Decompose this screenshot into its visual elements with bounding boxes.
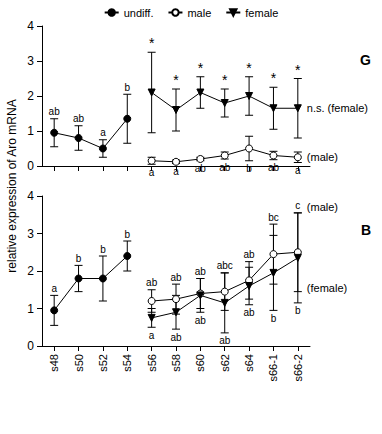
svg-text:1: 1 <box>27 302 34 316</box>
svg-text:abc: abc <box>217 260 233 271</box>
svg-text:a: a <box>51 283 57 294</box>
svg-text:a: a <box>149 330 155 341</box>
svg-text:ab: ab <box>195 266 207 277</box>
svg-text:b: b <box>271 313 277 324</box>
svg-text:s60: s60 <box>194 354 206 372</box>
svg-text:s66-2: s66-2 <box>292 354 304 382</box>
svg-text:ab: ab <box>49 106 61 117</box>
svg-text:*: * <box>295 62 301 78</box>
svg-text:undiff.: undiff. <box>124 7 154 19</box>
svg-text:a: a <box>173 166 179 177</box>
svg-text:ab: ab <box>219 335 231 346</box>
svg-text:(male): (male) <box>307 201 338 213</box>
svg-text:2: 2 <box>27 264 34 278</box>
svg-text:s52: s52 <box>97 354 109 372</box>
svg-text:ab: ab <box>170 332 182 343</box>
svg-text:a: a <box>149 167 155 178</box>
svg-text:n.s. (female): n.s. (female) <box>307 102 368 114</box>
svg-text:b: b <box>76 253 82 264</box>
svg-text:b: b <box>124 82 130 93</box>
svg-text:s66-1: s66-1 <box>267 354 279 382</box>
svg-text:2: 2 <box>27 89 34 103</box>
svg-text:ab: ab <box>268 162 280 173</box>
svg-text:G: G <box>360 52 371 68</box>
svg-text:b: b <box>246 163 252 174</box>
svg-text:a: a <box>100 127 106 138</box>
svg-text:3: 3 <box>27 54 34 68</box>
svg-text:*: * <box>271 70 277 86</box>
svg-text:c: c <box>295 200 300 211</box>
svg-text:s58: s58 <box>170 354 182 372</box>
svg-text:b: b <box>295 305 301 316</box>
svg-text:ab: ab <box>195 163 207 174</box>
svg-text:(female): (female) <box>307 282 347 294</box>
svg-text:ab: ab <box>73 113 85 124</box>
svg-text:0: 0 <box>27 159 34 173</box>
svg-text:ab: ab <box>244 249 256 260</box>
svg-text:female: female <box>245 7 278 19</box>
svg-text:*: * <box>149 35 155 51</box>
svg-text:ab: ab <box>219 162 231 173</box>
svg-text:s64: s64 <box>243 354 255 372</box>
svg-text:*: * <box>198 60 204 76</box>
svg-text:s56: s56 <box>146 354 158 372</box>
svg-text:s48: s48 <box>48 354 60 372</box>
svg-text:B: B <box>361 222 371 238</box>
svg-text:ab: ab <box>244 307 256 318</box>
svg-text:a: a <box>295 165 301 176</box>
svg-text:4: 4 <box>27 189 34 203</box>
svg-text:ab: ab <box>195 315 207 326</box>
svg-text:3: 3 <box>27 227 34 241</box>
svg-text:s54: s54 <box>121 354 133 372</box>
svg-text:4: 4 <box>27 19 34 33</box>
svg-text:b: b <box>124 229 130 240</box>
svg-text:0: 0 <box>27 339 34 353</box>
svg-text:*: * <box>173 72 179 88</box>
svg-text:b: b <box>100 244 106 255</box>
svg-text:bc: bc <box>268 212 279 223</box>
svg-text:ab: ab <box>170 272 182 283</box>
svg-text:s62: s62 <box>219 354 231 372</box>
svg-text:s50: s50 <box>73 354 85 372</box>
svg-text:*: * <box>222 72 228 88</box>
svg-text:relative expression of Aro mRN: relative expression of Aro mRNA <box>5 99 19 272</box>
svg-text:male: male <box>187 7 211 19</box>
svg-text:*: * <box>246 60 252 76</box>
svg-text:(male): (male) <box>307 151 338 163</box>
svg-text:1: 1 <box>27 124 34 138</box>
svg-text:ab: ab <box>146 277 158 288</box>
